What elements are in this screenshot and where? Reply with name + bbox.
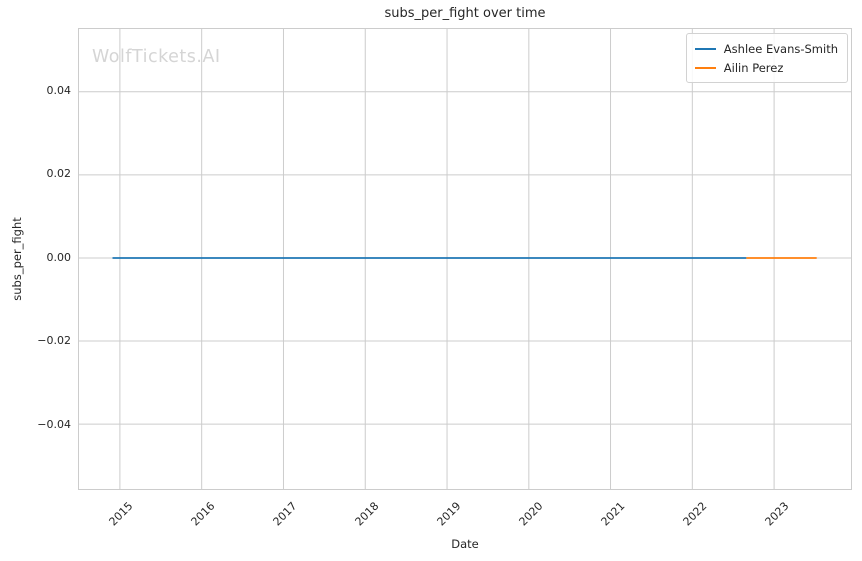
y-axis-label: subs_per_fight — [10, 217, 24, 301]
x-tick-label: 2021 — [598, 499, 628, 529]
x-tick-label: 2022 — [680, 499, 710, 529]
y-tick-label: −0.04 — [37, 417, 71, 431]
chart-title: subs_per_fight over time — [384, 6, 546, 21]
legend: Ashlee Evans-Smith Ailin Perez — [685, 33, 848, 83]
legend-line-sample-blue — [694, 47, 716, 50]
x-tick-label: 2015 — [106, 499, 136, 529]
x-tick-label: 2018 — [352, 499, 382, 529]
plot-canvas — [79, 29, 851, 489]
watermark: WolfTickets.AI — [92, 47, 221, 67]
x-tick-label: 2019 — [434, 499, 464, 529]
y-tick-label: 0.00 — [46, 250, 72, 264]
y-tick-label: 0.04 — [46, 84, 72, 98]
x-tick-label: 2017 — [270, 499, 300, 529]
legend-entry: Ailin Perez — [694, 58, 838, 77]
x-tick-label: 2023 — [762, 499, 792, 529]
legend-label: Ashlee Evans-Smith — [723, 41, 838, 56]
plot-area — [78, 28, 852, 490]
y-tick-label: 0.02 — [46, 167, 72, 181]
x-tick-label: 2016 — [188, 499, 218, 529]
legend-line-sample-orange — [694, 66, 716, 69]
x-tick-label: 2020 — [516, 499, 546, 529]
legend-entry: Ashlee Evans-Smith — [694, 39, 838, 58]
x-axis-label: Date — [451, 537, 479, 551]
y-tick-label: −0.02 — [37, 334, 71, 348]
legend-label: Ailin Perez — [723, 60, 784, 75]
